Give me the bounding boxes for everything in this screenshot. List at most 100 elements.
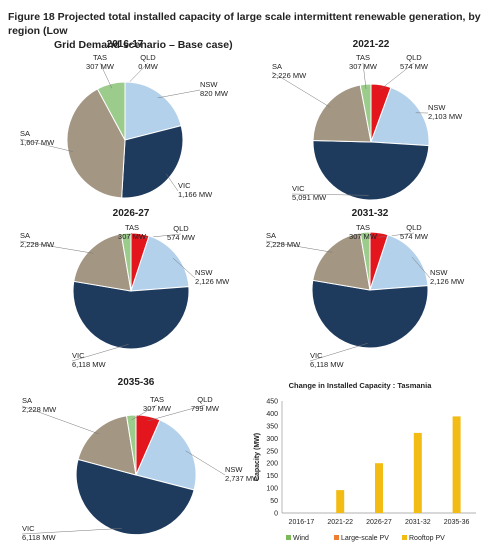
- bar-y-tick-label: 150: [266, 473, 278, 480]
- bar-y-tick-label: 400: [266, 411, 278, 418]
- pie-label-value: 2,126 MW: [195, 277, 230, 286]
- pie-leader-line: [362, 232, 366, 237]
- bar-chart-tasmania: Change in Installed Capacity : Tasmania 0…: [254, 381, 476, 542]
- pie-slice-sa: [73, 233, 132, 292]
- pie-leader-line: [291, 193, 369, 196]
- pie-leader-line: [19, 138, 73, 152]
- pie-slice-vic: [311, 279, 429, 349]
- pie-slice-tas: [120, 232, 132, 292]
- pie-label-region: SA: [20, 231, 30, 240]
- pie-leader-line: [185, 450, 226, 476]
- pie-label-value: 2,228 MW: [22, 405, 57, 414]
- pie-label-value: 1,166 MW: [178, 190, 213, 199]
- pie-slice-nsw: [124, 81, 182, 141]
- pie-slice-vic: [121, 125, 184, 199]
- pie-label-value: 2,228 MW: [266, 240, 301, 249]
- pie-label-value: 2,126 MW: [430, 277, 465, 286]
- pie-leader-line: [139, 233, 182, 239]
- pie-label-value: 799 MW: [191, 404, 220, 413]
- pie-leader-line: [99, 62, 113, 89]
- bar-2021-22: [336, 490, 345, 513]
- pie-leader-line: [309, 343, 368, 362]
- pie-label-value: 307 MW: [118, 232, 147, 241]
- pie-slice-sa: [312, 84, 372, 143]
- pie-label-value: 574 MW: [167, 233, 196, 242]
- pie-leader-line: [131, 404, 158, 421]
- pie-label-region: NSW: [430, 268, 448, 277]
- pie-title: 2035-36: [118, 377, 155, 388]
- pie-label-region: VIC: [310, 351, 323, 360]
- pie-leader-line: [147, 404, 206, 422]
- pie-leader-line: [157, 89, 201, 99]
- pie-label-value: 820 MW: [200, 89, 229, 98]
- pie-label-value: 6,118 MW: [310, 360, 345, 369]
- bar-x-tick-label: 2026-27: [366, 519, 392, 526]
- pie-leader-line: [21, 528, 122, 535]
- pie-slice-tas: [96, 81, 126, 141]
- pie-leader-line: [126, 232, 133, 238]
- pie-label-value: 2,228 MW: [20, 240, 55, 249]
- pie-title: 2016-17: [107, 39, 144, 50]
- bar-x-tick-label: 2021-22: [327, 519, 353, 526]
- pie-slice-vic: [75, 458, 195, 536]
- pie-slice-nsw: [369, 234, 429, 291]
- pie-label-region: VIC: [22, 524, 35, 533]
- pie-label-region: QLD: [173, 224, 189, 233]
- bar-y-tick-label: 300: [266, 436, 278, 443]
- legend-swatch-wind: [286, 535, 291, 540]
- pie-label-region: VIC: [292, 184, 305, 193]
- pie-label-value: 2,737 MW: [225, 474, 260, 483]
- pie-slice-vic: [72, 280, 190, 350]
- pie-label-region: VIC: [72, 351, 85, 360]
- pie-label-value: 307 MW: [86, 62, 115, 71]
- pie-label-value: 574 MW: [400, 62, 429, 71]
- bar-x-tick-label: 2016-17: [289, 519, 315, 526]
- pie-leader-line: [378, 232, 415, 238]
- pie-label-region: QLD: [406, 53, 422, 62]
- pie-slice-nsw: [130, 235, 190, 292]
- bar-y-tick-label: 50: [270, 498, 278, 505]
- pie-slice-tas: [359, 231, 371, 291]
- pie-slice-sa: [312, 232, 371, 291]
- pie-label-region: QLD: [197, 395, 213, 404]
- legend-swatch-large-scale-pv: [334, 535, 339, 540]
- bar-2031-32: [413, 432, 422, 513]
- pie-slice-nsw: [370, 86, 430, 147]
- pie-label-region: TAS: [356, 223, 370, 232]
- pie-label-value: 0 MW: [138, 62, 159, 71]
- pie-leader-line: [71, 344, 129, 362]
- legend-swatch-rooftop-pv: [402, 535, 407, 540]
- pie-label-value: 2,226 MW: [272, 71, 307, 80]
- pie-slice-sa: [77, 415, 137, 476]
- pie-label-region: TAS: [93, 53, 107, 62]
- pie-label-region: VIC: [178, 181, 191, 190]
- figure-title-line2: Grid Demand scenario – Base case): [54, 39, 233, 51]
- pie-label-value: 307 MW: [349, 232, 378, 241]
- pie-label-region: NSW: [195, 268, 213, 277]
- bar-chart-title: Change in Installed Capacity : Tasmania: [289, 381, 433, 390]
- pie-leader-line: [165, 173, 179, 192]
- pie-label-value: 6,118 MW: [22, 533, 57, 542]
- pie-label-value: 2,103 MW: [428, 112, 463, 121]
- pie-label-region: QLD: [140, 53, 156, 62]
- bar-y-tick-label: 100: [266, 486, 278, 493]
- pie-label-region: SA: [20, 129, 30, 138]
- pie-slice-nsw: [135, 419, 197, 491]
- pie-label-value: 574 MW: [400, 232, 429, 241]
- pie-leader-line: [172, 257, 196, 279]
- pie-leader-line: [19, 240, 94, 254]
- bar-y-tick-label: 350: [266, 423, 278, 430]
- pie-label-value: 307 MW: [143, 404, 172, 413]
- pie-label-region: TAS: [356, 53, 370, 62]
- legend-label: Wind: [293, 535, 309, 542]
- bar-x-tick-label: 2031-32: [405, 519, 431, 526]
- pie-leader-line: [411, 256, 431, 279]
- pie-slice-tas: [125, 414, 137, 476]
- pie-label-region: QLD: [406, 223, 422, 232]
- bar-y-tick-label: 450: [266, 399, 278, 406]
- pie-label-region: SA: [22, 396, 32, 405]
